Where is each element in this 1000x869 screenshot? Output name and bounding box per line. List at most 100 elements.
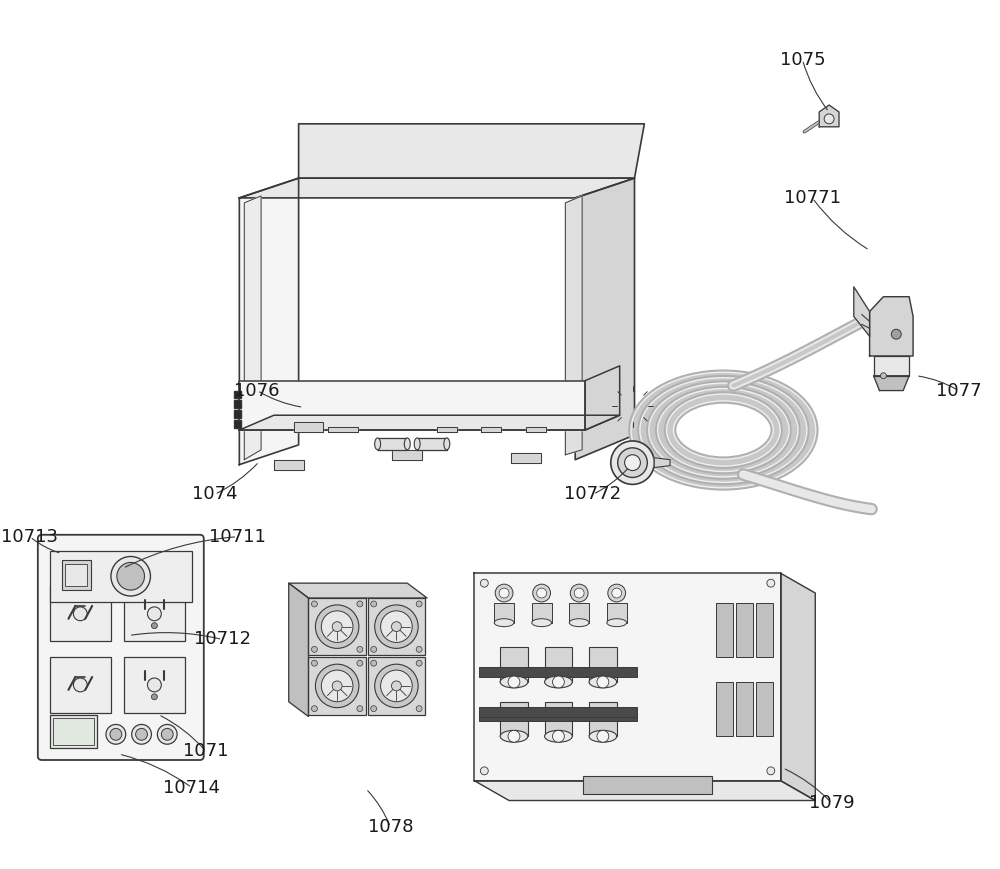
Circle shape (357, 706, 363, 712)
Bar (479, 712, 637, 721)
Bar (589, 647, 617, 682)
Circle shape (499, 588, 509, 598)
Circle shape (416, 706, 422, 712)
Circle shape (381, 611, 412, 642)
Circle shape (111, 556, 150, 596)
Circle shape (106, 725, 126, 744)
Polygon shape (289, 583, 308, 717)
Circle shape (612, 588, 622, 598)
Circle shape (161, 728, 173, 740)
Polygon shape (474, 780, 815, 800)
Bar (50, 551, 192, 602)
Text: 1076: 1076 (234, 381, 280, 400)
Bar (368, 657, 425, 714)
Ellipse shape (375, 438, 381, 450)
Bar (607, 603, 627, 623)
Circle shape (625, 454, 640, 470)
Ellipse shape (532, 619, 552, 627)
Bar (716, 603, 733, 657)
Circle shape (495, 584, 513, 602)
Bar (532, 603, 552, 623)
Polygon shape (575, 178, 634, 460)
Polygon shape (819, 105, 839, 127)
Ellipse shape (444, 438, 450, 450)
Bar (479, 667, 637, 677)
Text: 1074: 1074 (192, 485, 237, 503)
Circle shape (151, 623, 157, 628)
Polygon shape (289, 583, 427, 598)
Ellipse shape (545, 730, 572, 742)
Ellipse shape (494, 619, 514, 627)
Circle shape (332, 681, 342, 691)
Polygon shape (234, 401, 241, 408)
Bar (53, 718, 94, 746)
Ellipse shape (404, 438, 410, 450)
Polygon shape (239, 415, 620, 430)
Polygon shape (526, 427, 546, 432)
Circle shape (618, 448, 647, 477)
Circle shape (533, 584, 551, 602)
Bar (716, 682, 733, 736)
Polygon shape (781, 574, 815, 800)
Bar (756, 603, 773, 657)
Ellipse shape (589, 730, 617, 742)
Circle shape (608, 584, 626, 602)
Circle shape (480, 580, 488, 587)
Polygon shape (874, 375, 909, 390)
Circle shape (611, 441, 654, 484)
Bar (589, 701, 617, 736)
Bar (62, 561, 91, 590)
Circle shape (371, 660, 377, 667)
Polygon shape (511, 453, 541, 462)
Bar (756, 682, 773, 736)
Circle shape (767, 767, 775, 775)
Circle shape (321, 670, 353, 701)
Circle shape (570, 584, 588, 602)
Circle shape (157, 725, 177, 744)
Circle shape (147, 607, 161, 620)
Circle shape (375, 664, 418, 707)
Circle shape (371, 706, 377, 712)
Polygon shape (378, 438, 407, 450)
Circle shape (552, 676, 564, 688)
Polygon shape (481, 427, 501, 432)
Polygon shape (654, 458, 670, 468)
Ellipse shape (500, 676, 528, 688)
Polygon shape (234, 421, 241, 428)
Polygon shape (474, 574, 781, 780)
Polygon shape (294, 422, 323, 432)
Bar (308, 657, 366, 714)
Polygon shape (565, 196, 582, 454)
Text: 1077: 1077 (936, 381, 981, 400)
Polygon shape (244, 196, 261, 460)
Bar (545, 647, 572, 682)
Bar (500, 701, 528, 736)
Polygon shape (274, 460, 304, 469)
Bar (124, 586, 185, 641)
Circle shape (132, 725, 151, 744)
Circle shape (311, 647, 317, 653)
Ellipse shape (500, 730, 528, 742)
Text: 10771: 10771 (784, 189, 841, 207)
Ellipse shape (569, 619, 589, 627)
Circle shape (891, 329, 901, 339)
Bar (494, 603, 514, 623)
Circle shape (136, 728, 147, 740)
Circle shape (391, 681, 401, 691)
Circle shape (597, 730, 609, 742)
Circle shape (480, 767, 488, 775)
Polygon shape (392, 450, 422, 460)
Bar (50, 657, 111, 713)
Circle shape (357, 647, 363, 653)
Circle shape (315, 664, 359, 707)
Ellipse shape (414, 438, 420, 450)
Text: 10711: 10711 (209, 527, 266, 546)
Polygon shape (585, 366, 620, 430)
Bar (569, 603, 589, 623)
Circle shape (508, 676, 520, 688)
Circle shape (357, 601, 363, 607)
Bar (583, 776, 712, 793)
Circle shape (315, 605, 359, 648)
Bar (545, 701, 572, 736)
Ellipse shape (607, 619, 627, 627)
